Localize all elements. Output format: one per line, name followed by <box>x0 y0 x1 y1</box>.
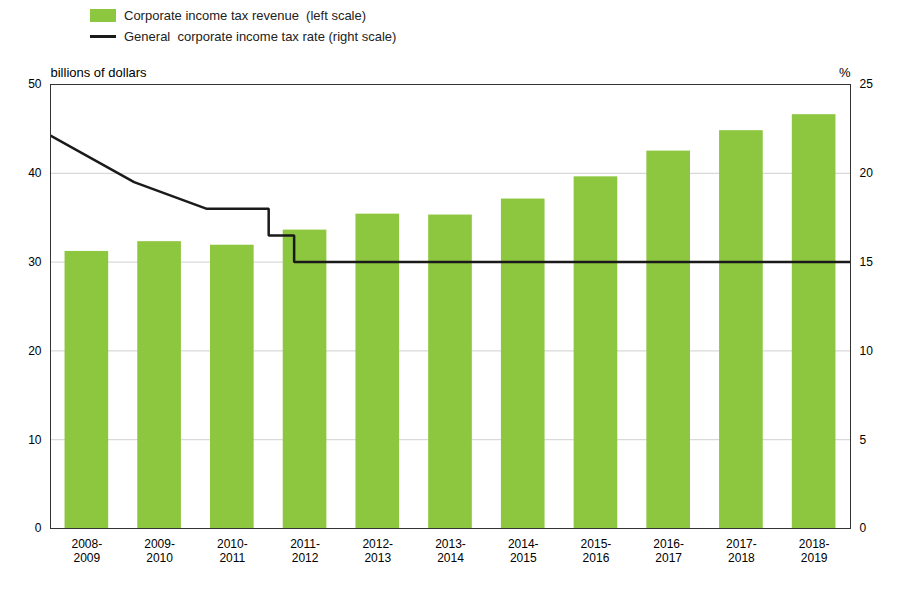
svg-text:10: 10 <box>28 433 42 447</box>
svg-text:2018-2019: 2018-2019 <box>799 537 830 565</box>
svg-text:20: 20 <box>28 344 42 358</box>
svg-text:2016-2017: 2016-2017 <box>653 537 684 565</box>
svg-text:50: 50 <box>28 77 42 91</box>
svg-text:0: 0 <box>860 521 867 535</box>
html-text:General corporate income tax r: General corporate income tax rate (right… <box>124 29 397 44</box>
svg-text:%: % <box>839 65 851 80</box>
svg-text:2008-2009: 2008-2009 <box>72 537 103 565</box>
svg-text:20: 20 <box>860 166 874 180</box>
svg-text:15: 15 <box>860 255 874 269</box>
svg-text:2010-2011: 2010-2011 <box>217 537 248 565</box>
svg-text:2012-2013: 2012-2013 <box>362 537 393 565</box>
svg-text:40: 40 <box>28 166 42 180</box>
svg-text:2013-2014: 2013-2014 <box>435 537 466 565</box>
svg-text:2015-2016: 2015-2016 <box>581 537 612 565</box>
svg-text:10: 10 <box>860 344 874 358</box>
svg-text:30: 30 <box>28 255 42 269</box>
svg-text:2009-2010: 2009-2010 <box>144 537 175 565</box>
svg-text:25: 25 <box>860 77 874 91</box>
svg-text:0: 0 <box>35 521 42 535</box>
svg-text:billions of dollars: billions of dollars <box>51 65 148 80</box>
svg-text:2017-2018: 2017-2018 <box>726 537 757 565</box>
svg-text:2014-2015: 2014-2015 <box>508 537 539 565</box>
html-text:Corporate income tax revenue (: Corporate income tax revenue (left scale… <box>124 8 367 23</box>
svg-text:2011-2012: 2011-2012 <box>290 537 320 565</box>
svg-text:5: 5 <box>860 433 867 447</box>
